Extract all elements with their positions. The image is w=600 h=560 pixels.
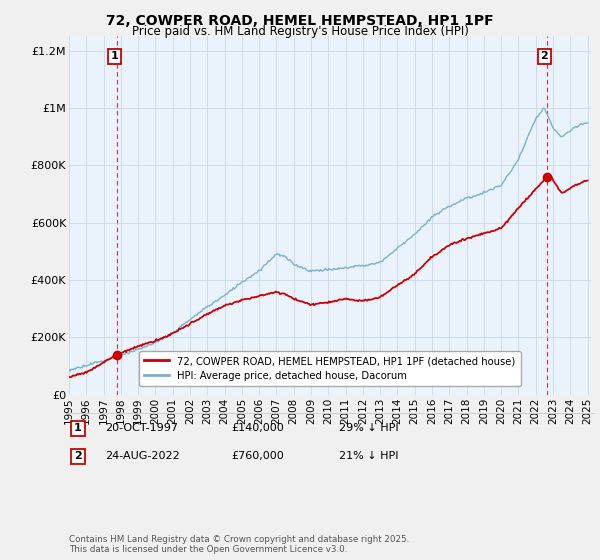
Text: 1: 1: [111, 52, 119, 62]
Text: 29% ↓ HPI: 29% ↓ HPI: [339, 423, 398, 433]
Text: Contains HM Land Registry data © Crown copyright and database right 2025.
This d: Contains HM Land Registry data © Crown c…: [69, 535, 409, 554]
Text: Price paid vs. HM Land Registry's House Price Index (HPI): Price paid vs. HM Land Registry's House …: [131, 25, 469, 38]
Text: 24-AUG-2022: 24-AUG-2022: [105, 451, 180, 461]
Text: 21% ↓ HPI: 21% ↓ HPI: [339, 451, 398, 461]
Text: 2: 2: [541, 52, 548, 62]
Legend: 72, COWPER ROAD, HEMEL HEMPSTEAD, HP1 1PF (detached house), HPI: Average price, : 72, COWPER ROAD, HEMEL HEMPSTEAD, HP1 1P…: [139, 351, 521, 386]
Text: £140,000: £140,000: [231, 423, 284, 433]
Text: 72, COWPER ROAD, HEMEL HEMPSTEAD, HP1 1PF: 72, COWPER ROAD, HEMEL HEMPSTEAD, HP1 1P…: [106, 14, 494, 28]
Text: 2: 2: [74, 451, 82, 461]
Text: £760,000: £760,000: [231, 451, 284, 461]
Text: 20-OCT-1997: 20-OCT-1997: [105, 423, 178, 433]
Text: 1: 1: [74, 423, 82, 433]
